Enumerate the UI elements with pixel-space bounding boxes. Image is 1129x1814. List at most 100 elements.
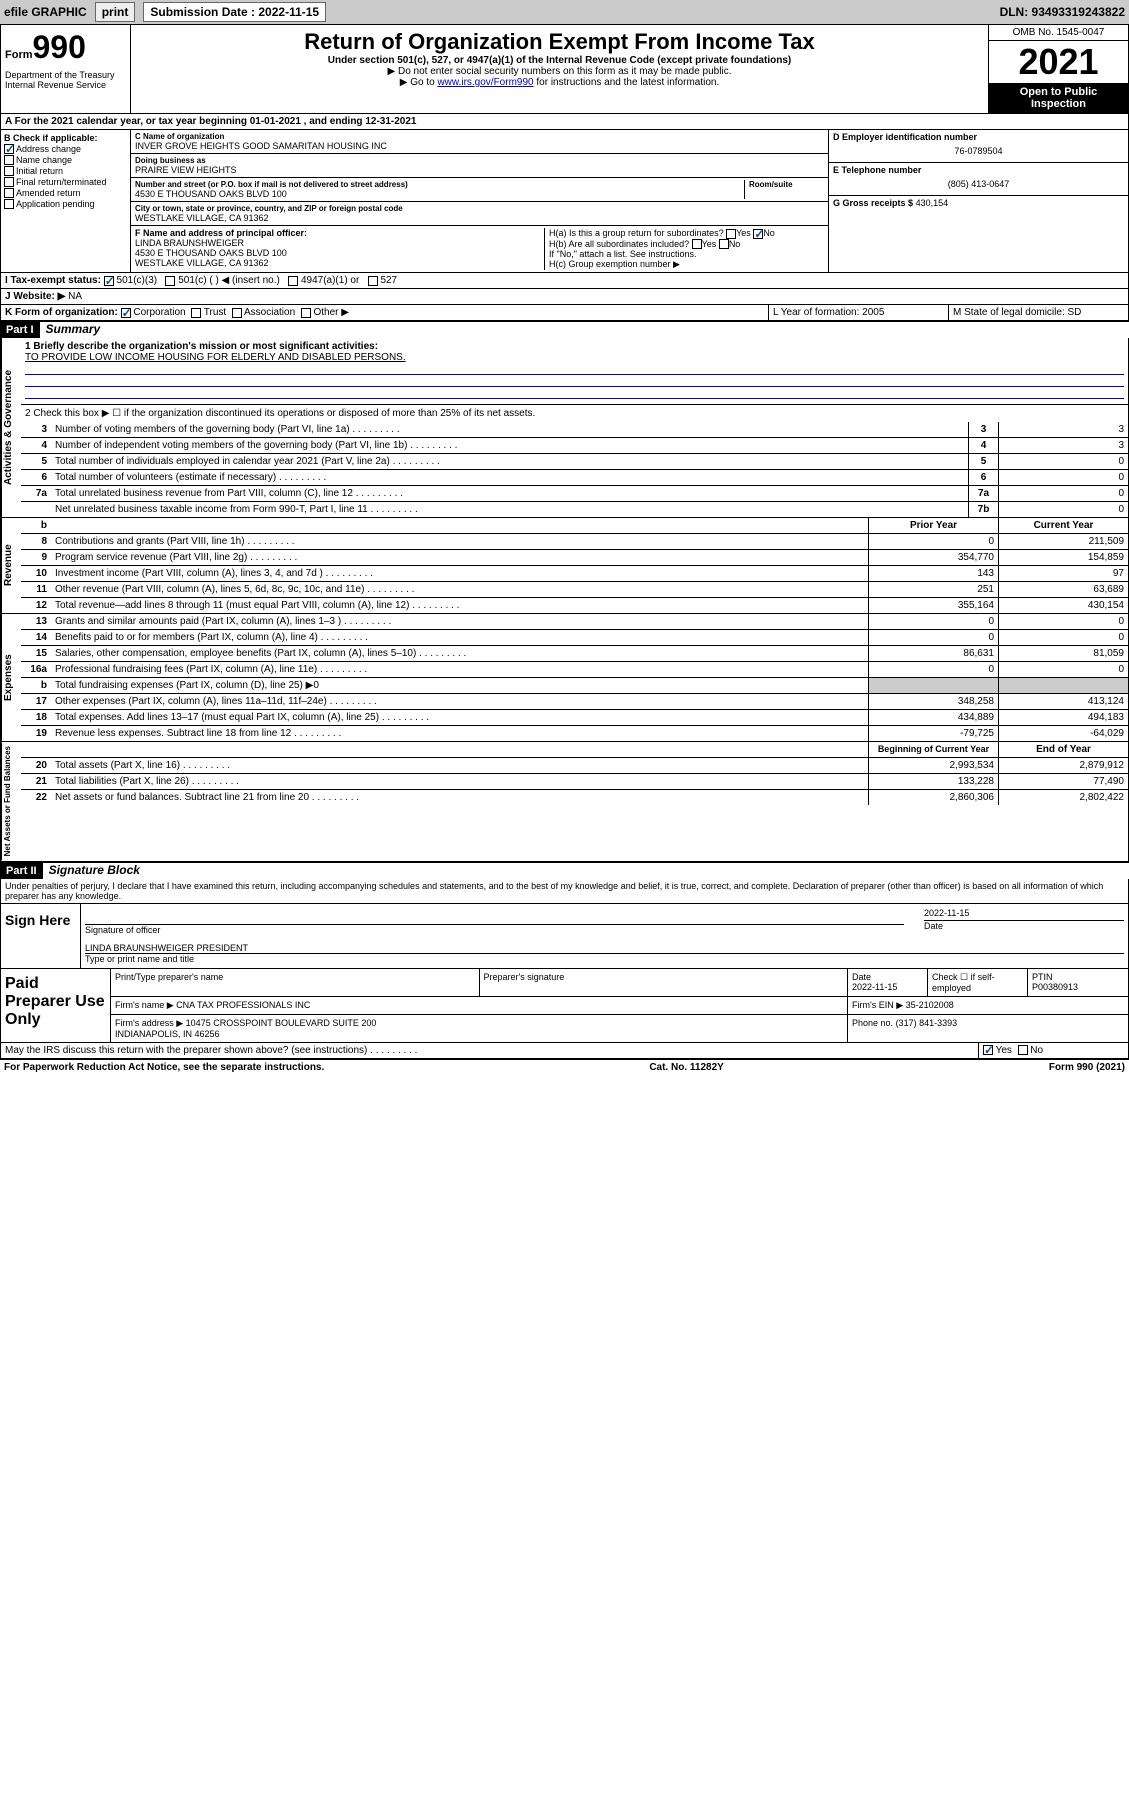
501c-checkbox[interactable]	[165, 276, 175, 286]
527-checkbox[interactable]	[368, 276, 378, 286]
sign-here-label: Sign Here	[1, 904, 81, 968]
hb-note: If "No," attach a list. See instructions…	[549, 249, 824, 259]
top-toolbar: efile GRAPHIC print Submission Date : 20…	[0, 0, 1129, 24]
end-year-hdr: End of Year	[998, 742, 1128, 757]
mission-line	[25, 365, 1124, 375]
ha-no-checkbox[interactable]	[753, 229, 763, 239]
summary-line: 9Program service revenue (Part VIII, lin…	[21, 550, 1128, 566]
line-num: 3	[21, 422, 51, 437]
prep-h2: Preparer's signature	[480, 969, 849, 996]
prior-val: 348,258	[868, 694, 998, 709]
line-box: 7b	[968, 502, 998, 517]
line-num: 4	[21, 438, 51, 453]
colb-checkbox[interactable]	[4, 166, 14, 176]
line-desc: Program service revenue (Part VIII, line…	[51, 550, 868, 565]
current-val: 154,859	[998, 550, 1128, 565]
assoc-checkbox[interactable]	[232, 308, 242, 318]
line-desc: Total expenses. Add lines 13–17 (must eq…	[51, 710, 868, 725]
goto-line: ▶ Go to www.irs.gov/Form990 for instruct…	[135, 77, 984, 88]
line-num: 5	[21, 454, 51, 469]
line-num: 21	[21, 774, 51, 789]
prep-h3-label: Date	[852, 972, 923, 982]
preparer-label: Paid Preparer Use Only	[1, 969, 111, 1042]
line-num: 9	[21, 550, 51, 565]
summary-line: 21Total liabilities (Part X, line 26)133…	[21, 774, 1128, 790]
line-box: 4	[968, 438, 998, 453]
hc-label: H(c) Group exemption number ▶	[549, 259, 824, 270]
declaration-text: Under penalties of perjury, I declare th…	[0, 879, 1129, 904]
line-num	[21, 502, 51, 517]
trust-checkbox[interactable]	[191, 308, 201, 318]
line-desc: Salaries, other compensation, employee b…	[51, 646, 868, 661]
ha-label: H(a) Is this a group return for subordin…	[549, 228, 824, 239]
colb-checkbox[interactable]	[4, 199, 14, 209]
phone-label: E Telephone number	[833, 165, 1124, 175]
colb-checkbox[interactable]	[4, 144, 14, 154]
phone: (805) 413-0647	[833, 175, 1124, 193]
ssn-warning: ▶ Do not enter social security numbers o…	[135, 66, 984, 77]
discuss-yes-checkbox[interactable]	[983, 1045, 993, 1055]
prior-val: 251	[868, 582, 998, 597]
other-checkbox[interactable]	[301, 308, 311, 318]
summary-line: 15Salaries, other compensation, employee…	[21, 646, 1128, 662]
discuss-no-checkbox[interactable]	[1018, 1045, 1028, 1055]
inspection-badge: Open to Public Inspection	[989, 83, 1128, 113]
year-formation: 2005	[862, 307, 884, 318]
line-num: 15	[21, 646, 51, 661]
line1-label: 1 Briefly describe the organization's mi…	[25, 341, 1124, 352]
current-val: 494,183	[998, 710, 1128, 725]
line-desc: Other revenue (Part VIII, column (A), li…	[51, 582, 868, 597]
summary-line: 8Contributions and grants (Part VIII, li…	[21, 534, 1128, 550]
line-box: 3	[968, 422, 998, 437]
prior-val: 355,164	[868, 598, 998, 613]
submission-date: Submission Date : 2022-11-15	[143, 2, 326, 22]
prep-date: 2022-11-15	[852, 982, 923, 992]
tax-year: 2021	[989, 41, 1128, 83]
current-val: 2,802,422	[998, 790, 1128, 805]
colb-checkbox[interactable]	[4, 188, 14, 198]
firm-addr-label: Firm's address ▶	[115, 1018, 183, 1028]
line2: 2 Check this box ▶ ☐ if the organization…	[21, 405, 1128, 422]
summary-line: 6Total number of volunteers (estimate if…	[21, 470, 1128, 486]
line-desc: Number of voting members of the governin…	[51, 422, 968, 437]
vtab-governance: Activities & Governance	[1, 338, 21, 517]
line-num: 8	[21, 534, 51, 549]
part2-header: Part II	[0, 863, 43, 879]
print-button[interactable]: print	[95, 2, 136, 22]
hb-no-checkbox[interactable]	[719, 239, 729, 249]
501c3-checkbox[interactable]	[104, 276, 114, 286]
org-name: INVER GROVE HEIGHTS GOOD SAMARITAN HOUSI…	[135, 141, 824, 151]
city-label: City or town, state or province, country…	[135, 204, 824, 213]
4947-checkbox[interactable]	[288, 276, 298, 286]
sig-name: LINDA BRAUNSHWEIGER PRESIDENT	[85, 943, 1124, 953]
line-box: 6	[968, 470, 998, 485]
blank: b	[21, 518, 51, 533]
colb-checkbox[interactable]	[4, 155, 14, 165]
line-num: 20	[21, 758, 51, 773]
ha-yes-checkbox[interactable]	[726, 229, 736, 239]
section-a: A For the 2021 calendar year, or tax yea…	[0, 114, 1129, 130]
corp-checkbox[interactable]	[121, 308, 131, 318]
line-val: 0	[998, 470, 1128, 485]
colb-item: Initial return	[4, 166, 127, 176]
firm-ein-label: Firm's EIN ▶	[852, 1000, 903, 1010]
colb-item: Amended return	[4, 188, 127, 198]
hb-yes-checkbox[interactable]	[692, 239, 702, 249]
current-val: 81,059	[998, 646, 1128, 661]
officer-name: LINDA BRAUNSHWEIGER	[135, 238, 544, 248]
street-label: Number and street (or P.O. box if mail i…	[135, 180, 744, 189]
mission-text: TO PROVIDE LOW INCOME HOUSING FOR ELDERL…	[25, 352, 1124, 363]
line-num: 19	[21, 726, 51, 741]
firm-ein: 35-2102008	[906, 1000, 954, 1010]
colb-item: Application pending	[4, 199, 127, 209]
officer-label: F Name and address of principal officer:	[135, 228, 544, 238]
line-num: 10	[21, 566, 51, 581]
irs-link[interactable]: www.irs.gov/Form990	[437, 77, 533, 88]
dln-label: DLN: 93493319243822	[1000, 5, 1125, 19]
line-desc: Other expenses (Part IX, column (A), lin…	[51, 694, 868, 709]
dba-label: Doing business as	[135, 156, 824, 165]
colb-checkbox[interactable]	[4, 177, 14, 187]
current-val: 0	[998, 614, 1128, 629]
prior-val: 143	[868, 566, 998, 581]
sig-officer-label: Signature of officer	[85, 925, 904, 935]
